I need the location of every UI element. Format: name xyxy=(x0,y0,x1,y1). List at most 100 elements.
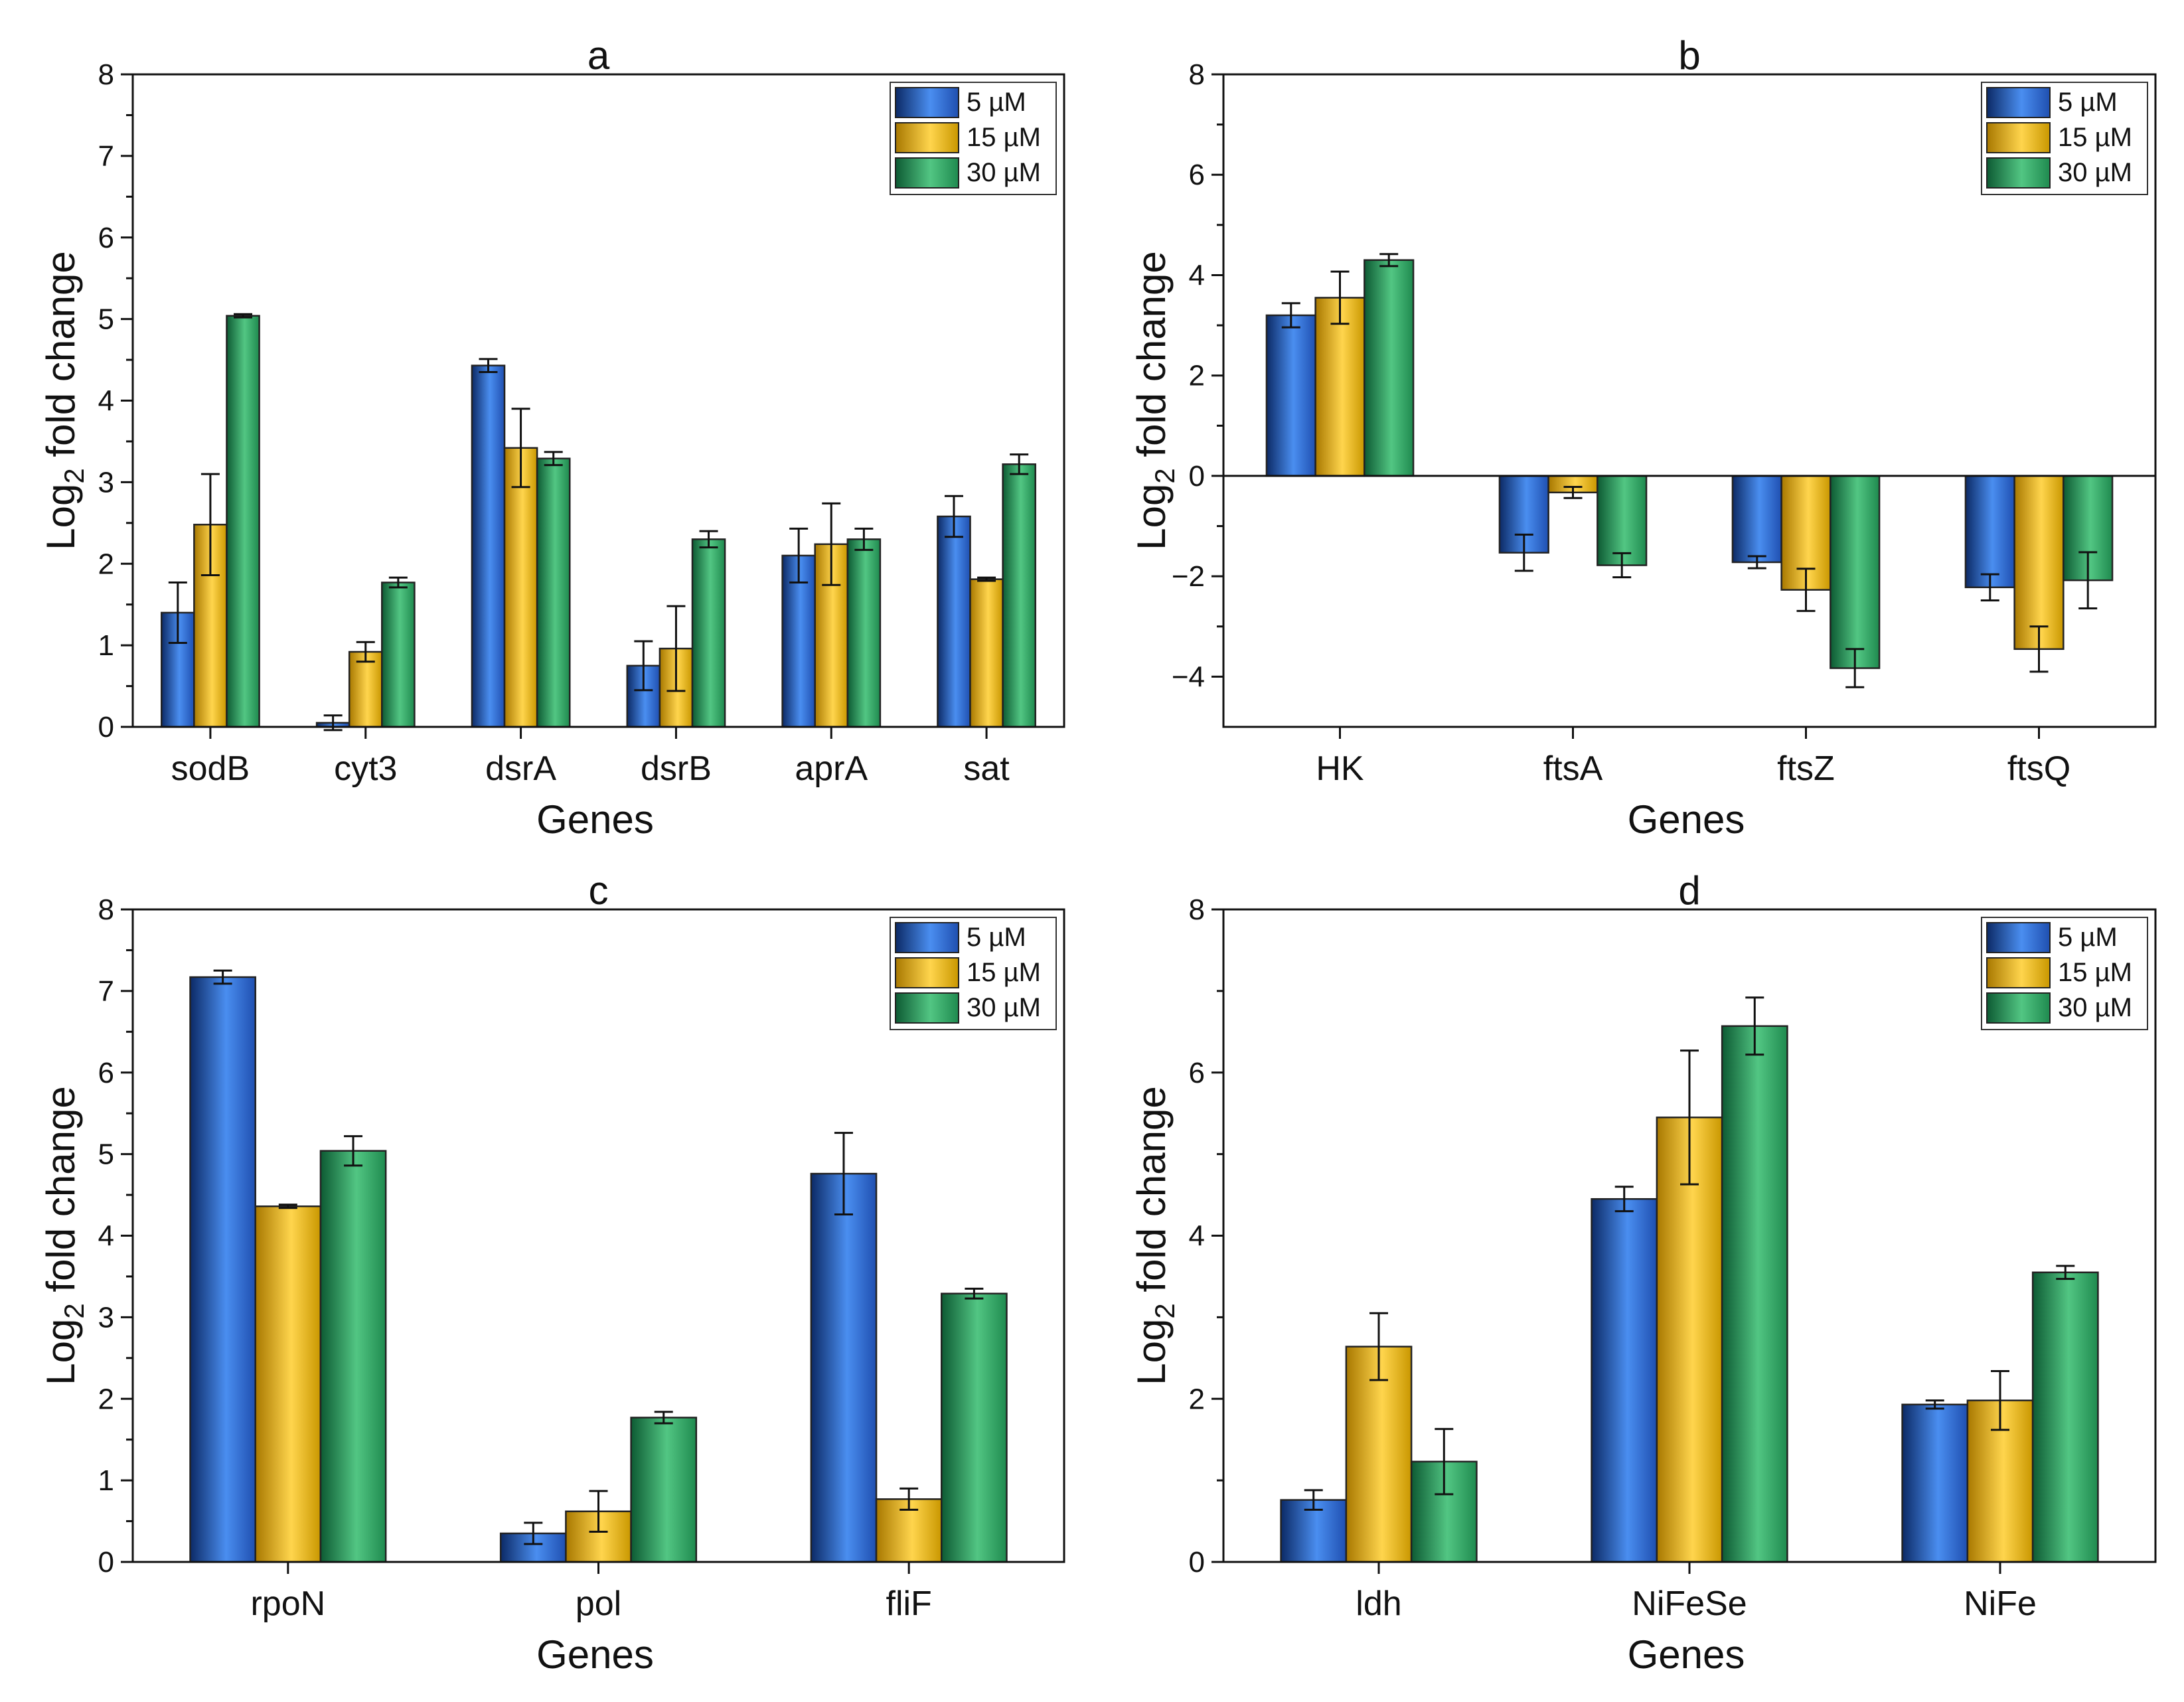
chart-c-ytick-label-1: 1 xyxy=(98,1464,114,1497)
chart-b-bar-ftsZ-0 xyxy=(1731,475,1782,564)
chart-d-bar-NiFeSe-2 xyxy=(1721,1025,1788,1563)
chart-a-ylabel-rest: fold change xyxy=(39,251,83,468)
chart-a-ytick-label-4: 4 xyxy=(98,385,114,418)
chart-a-ytick-label-0: 0 xyxy=(98,711,114,743)
chart-b-xtick-label-ftsA: ftsA xyxy=(1543,749,1603,788)
chart-c-bar-rpoN-0 xyxy=(189,976,256,1563)
chart-c-ytick-label-0: 0 xyxy=(98,1546,114,1579)
chart-d-ytick-label-4: 8 xyxy=(1189,893,1205,926)
chart-d-bar-NiFeSe-0 xyxy=(1591,1198,1658,1563)
chart-a-ytick-label-1: 1 xyxy=(98,629,114,662)
chart-c-ytick-label-7: 7 xyxy=(98,975,114,1008)
chart-a-bar-sat-0 xyxy=(937,515,971,728)
chart-a-legend-label-0: 5 µM xyxy=(967,88,1026,117)
chart-d-ylabel-sub: 2 xyxy=(1149,1303,1180,1318)
chart-b-ytick-label-4: 4 xyxy=(1189,259,1205,291)
chart-b-bar-HK-1 xyxy=(1314,297,1365,477)
chart-d-legend-label-0: 5 µM xyxy=(2058,923,2118,952)
chart-c-ytick-label-6: 6 xyxy=(98,1057,114,1089)
chart-b-ylabel-sub: 2 xyxy=(1149,468,1180,483)
chart-a-ytick-label-5: 5 xyxy=(98,303,114,336)
chart-d-legend-label-1: 15 µM xyxy=(2058,958,2132,987)
chart-d-ylabel-main: Log xyxy=(1129,1319,1174,1385)
chart-a-bar-dsrA-1 xyxy=(503,447,538,728)
chart-b-ylabel-main: Log xyxy=(1129,484,1174,550)
chart-a-ytick-label-2: 2 xyxy=(98,548,114,580)
chart-c-ylabel-sub: 2 xyxy=(58,1303,90,1318)
chart-a-bar-dsrA-0 xyxy=(471,364,506,728)
chart-d-ytick-label-0: 0 xyxy=(1189,1546,1205,1579)
chart-a-title: a xyxy=(587,33,610,78)
chart-d: d 0 2 4 6 8 ldh NiFeSe NiFe Genes Log2 fold change… xyxy=(1129,868,2157,1677)
chart-a-bar-dsrB-2 xyxy=(691,538,726,728)
chart-b-xtick-label-ftsZ: ftsZ xyxy=(1777,749,1835,788)
chart-c-ylabel: Log2 fold change xyxy=(39,1086,90,1385)
chart-d-xtick-label-ldh: ldh xyxy=(1356,1585,1401,1623)
chart-b-bar-HK-0 xyxy=(1265,314,1316,477)
chart-b-ytick-label-6: 8 xyxy=(1189,58,1205,91)
chart-c-bar-fliF-0 xyxy=(810,1172,878,1563)
chart-a-xlabel: Genes xyxy=(536,797,654,842)
chart-c-bar-rpoN-1 xyxy=(254,1205,322,1563)
chart-a-xtick-label-dsrB: dsrB xyxy=(641,749,712,788)
chart-d-bar-NiFe-2 xyxy=(2031,1271,2099,1563)
chart-c-xtick-label-rpoN: rpoN xyxy=(250,1585,325,1623)
chart-c-ytick-label-2: 2 xyxy=(98,1383,114,1415)
chart-a-legend-label-1: 15 µM xyxy=(967,123,1041,152)
chart-b-legend-swatch-2 xyxy=(1986,157,2051,189)
chart-b-frame xyxy=(1222,73,2157,728)
chart-c-title: c xyxy=(589,868,609,913)
chart-d-xtick-label-NiFeSe: NiFeSe xyxy=(1632,1585,1747,1623)
chart-c-legend-label-1: 15 µM xyxy=(967,958,1041,987)
chart-a-xtick-label-sat: sat xyxy=(963,749,1010,788)
chart-a-xtick-label-dsrA: dsrA xyxy=(485,749,556,788)
chart-b-legend-label-0: 5 µM xyxy=(2058,88,2118,117)
chart-a-legend-swatch-2 xyxy=(895,157,959,189)
chart-a-ylabel: Log2 fold change xyxy=(39,251,90,550)
chart-d-ylabel: Log2 fold change xyxy=(1129,1086,1180,1385)
chart-d-xtick-label-NiFe: NiFe xyxy=(1964,1585,2037,1623)
chart-d-bar-NiFe-0 xyxy=(1901,1403,1969,1563)
chart-d-legend-swatch-1 xyxy=(1986,957,2051,988)
chart-a-legend-label-2: 30 µM xyxy=(967,158,1041,187)
chart-c-legend-label-0: 5 µM xyxy=(967,923,1026,952)
chart-b-bar-ftsQ-0 xyxy=(1964,475,2015,589)
chart-c-ytick-label-4: 4 xyxy=(98,1220,114,1253)
chart-c-bar-rpoN-2 xyxy=(319,1150,387,1563)
chart-c-ylabel-main: Log xyxy=(39,1319,83,1385)
chart-c-legend-swatch-0 xyxy=(895,922,959,953)
chart-b-title: b xyxy=(1678,33,1700,78)
chart-c-ytick-label-3: 3 xyxy=(98,1301,114,1334)
chart-a-ylabel-sub: 2 xyxy=(58,468,90,483)
chart-a-bar-dsrA-2 xyxy=(536,457,571,728)
chart-d-ytick-label-3: 6 xyxy=(1189,1057,1205,1089)
chart-a-bar-sodB-2 xyxy=(226,315,260,728)
chart-a-bar-sat-1 xyxy=(969,578,1004,728)
chart-b-legend-swatch-1 xyxy=(1986,122,2051,153)
chart-d-legend-label-2: 30 µM xyxy=(2058,993,2132,1022)
chart-b-legend-label-2: 30 µM xyxy=(2058,158,2132,187)
chart-c-xtick-label-fliF: fliF xyxy=(886,1585,932,1623)
chart-d-xlabel: Genes xyxy=(1628,1632,1745,1677)
chart-a-bar-cyt3-2 xyxy=(381,581,416,728)
chart-c-ylabel-rest: fold change xyxy=(39,1086,83,1303)
chart-d-ytick-label-1: 2 xyxy=(1189,1383,1205,1415)
chart-a-xtick-label-cyt3: cyt3 xyxy=(334,749,397,788)
chart-b-ytick-label-3: 2 xyxy=(1189,360,1205,392)
chart-c-xtick-label-pol: pol xyxy=(576,1585,621,1623)
chart-c-legend-swatch-1 xyxy=(895,957,959,988)
chart-a-bar-aprA-2 xyxy=(846,538,882,728)
chart-a-ytick-label-6: 6 xyxy=(98,222,114,254)
chart-b-ytick-label-1: −2 xyxy=(1172,560,1205,593)
chart-d-title: d xyxy=(1678,868,1700,913)
chart-a-ytick-label-8: 8 xyxy=(98,58,114,91)
chart-b-bar-ftsA-2 xyxy=(1597,475,1648,566)
chart-d-ytick-label-2: 4 xyxy=(1189,1220,1205,1253)
chart-b-xtick-label-HK: HK xyxy=(1316,749,1364,788)
chart-a-legend-swatch-1 xyxy=(895,122,959,153)
chart-a-xtick-label-sodB: sodB xyxy=(171,749,250,788)
chart-c-legend-swatch-2 xyxy=(895,992,959,1024)
chart-b-ytick-label-2: 0 xyxy=(1189,460,1205,493)
chart-c-bar-pol-2 xyxy=(630,1417,698,1563)
